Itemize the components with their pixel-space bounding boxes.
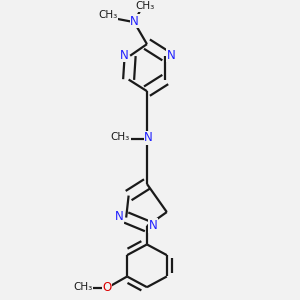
Text: N: N xyxy=(130,15,139,28)
Text: O: O xyxy=(103,281,112,294)
Text: N: N xyxy=(144,131,153,144)
Text: CH₃: CH₃ xyxy=(73,282,92,292)
Text: CH₃: CH₃ xyxy=(136,1,155,11)
Text: N: N xyxy=(115,210,124,224)
Text: CH₃: CH₃ xyxy=(98,11,118,20)
Text: N: N xyxy=(149,219,158,232)
Text: N: N xyxy=(120,49,128,62)
Text: CH₃: CH₃ xyxy=(111,132,130,142)
Text: N: N xyxy=(167,49,175,62)
